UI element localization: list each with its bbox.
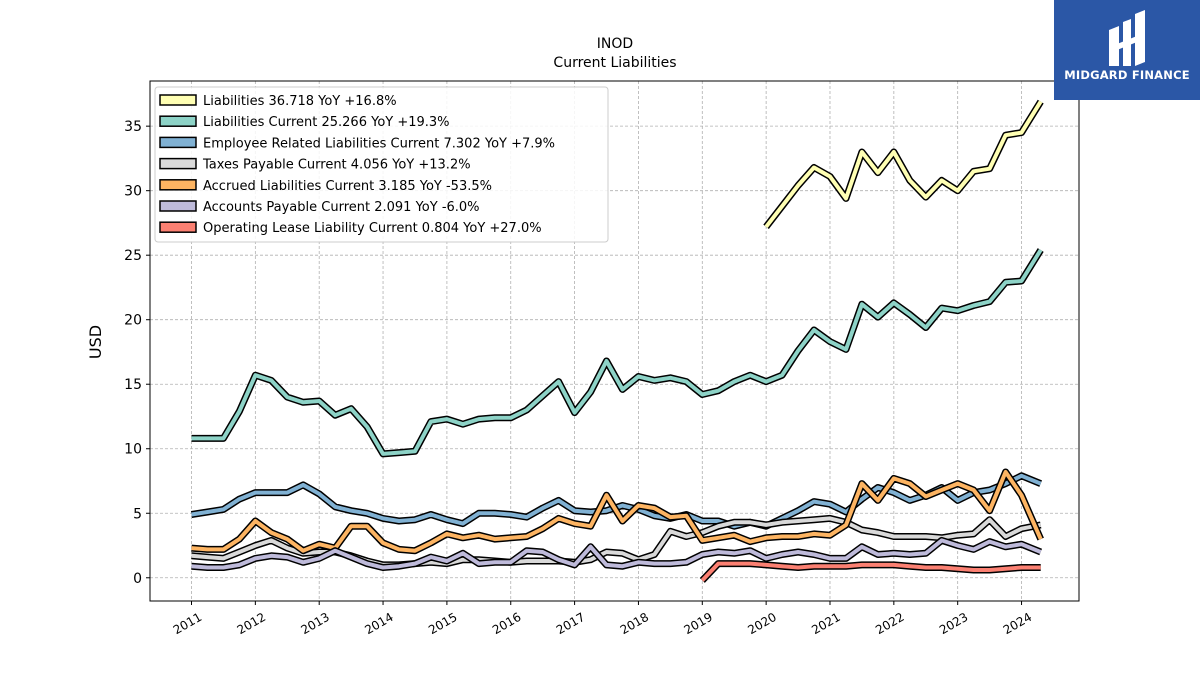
y-tick-label: 10 (124, 442, 142, 458)
legend-swatch (160, 222, 196, 232)
legend: Liabilities 36.718 YoY +16.8% Liabilities… (155, 87, 608, 242)
x-tick-label: 2018 (618, 610, 651, 637)
brand-logo-mark-icon (1103, 10, 1151, 68)
x-tick-label: 2020 (745, 610, 778, 637)
legend-entry: Taxes Payable Current 4.056 YoY +13.2% (202, 158, 471, 173)
x-tick-label: 2016 (490, 610, 523, 637)
legend-entry: Accounts Payable Current 2.091 YoY -6.0% (203, 200, 480, 215)
legend-swatch (160, 180, 196, 190)
x-tick-label: 2015 (426, 610, 459, 637)
x-tick-label: 2022 (873, 610, 906, 637)
y-tick-label: 35 (124, 119, 142, 135)
brand-name: MIDGARD FINANCE (1054, 68, 1200, 82)
x-tick-label: 2017 (554, 610, 587, 637)
legend-swatch (160, 116, 196, 126)
x-tick-label: 2013 (298, 610, 331, 637)
legend-swatch (160, 159, 196, 169)
legend-entry: Operating Lease Liability Current 0.804 … (203, 221, 542, 236)
series-line-outline (766, 102, 1041, 227)
x-tick-label: 2011 (171, 610, 204, 637)
legend-entry: Accrued Liabilities Current 3.185 YoY -5… (203, 179, 492, 194)
line-chart: INOD Current Liabilities USD 0 5 10 15 20 25 3… (0, 0, 1200, 675)
series-0 (766, 102, 1041, 227)
x-tick-label: 2014 (362, 610, 395, 637)
x-tick-label: 2023 (937, 610, 970, 637)
legend-entry: Liabilities 36.718 YoY +16.8% (203, 94, 397, 109)
legend-entry: Employee Related Liabilities Current 7.3… (203, 136, 555, 151)
x-tick-label: 2012 (235, 610, 268, 637)
legend-swatch (160, 201, 196, 211)
y-axis-label: USD (86, 325, 105, 359)
chart-subtitle: Current Liabilities (553, 55, 676, 71)
brand-logo: MIDGARD FINANCE (1054, 0, 1200, 100)
chart-title: INOD (597, 36, 633, 52)
y-tick-label: 20 (124, 313, 142, 329)
y-tick-label: 5 (133, 506, 142, 522)
y-tick-label: 15 (124, 377, 142, 393)
y-tick-label: 0 (133, 571, 142, 587)
y-tick-label: 25 (124, 248, 142, 264)
y-tick-label: 30 (124, 184, 142, 200)
x-tick-label: 2021 (809, 610, 842, 637)
x-tick-label: 2019 (682, 610, 715, 637)
legend-swatch (160, 137, 196, 147)
legend-entry: Liabilities Current 25.266 YoY +19.3% (203, 115, 450, 130)
x-tick-label: 2024 (1001, 610, 1034, 637)
legend-swatch (160, 95, 196, 105)
